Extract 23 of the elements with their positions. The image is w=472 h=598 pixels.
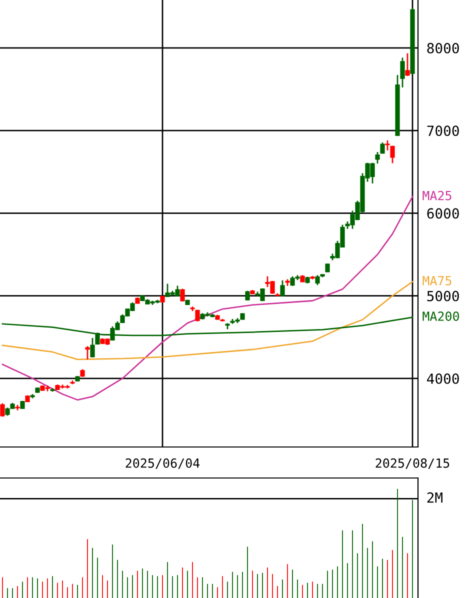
candlestick: [405, 52, 410, 77]
y-tick-label: 8000: [427, 42, 459, 54]
candlestick: [90, 337, 95, 358]
y-tick-label: 7000: [427, 126, 459, 136]
series-label: MA75: [422, 276, 452, 286]
series-label: MA25: [422, 190, 452, 200]
y-tick-label: 6000: [427, 208, 459, 219]
candlestick: [385, 140, 390, 152]
series-label: MA200: [422, 311, 459, 321]
candlestick: [280, 280, 285, 298]
x-tick-label: 2025/06/04: [126, 458, 200, 469]
candlestick: [0, 402, 5, 418]
line-series: [2, 281, 414, 360]
candlestick: [375, 151, 380, 164]
y-tick-label: 5000: [427, 290, 459, 302]
candlestick: [315, 274, 320, 286]
x-tick-label: 2025/08/15: [376, 458, 450, 469]
line-series: [2, 196, 414, 401]
candlestick: [390, 145, 395, 164]
ref-line-label: 2M: [427, 492, 442, 503]
candlestick: [85, 346, 90, 360]
y-tick-label: 4000: [427, 373, 459, 384]
candlestick: [400, 56, 405, 88]
